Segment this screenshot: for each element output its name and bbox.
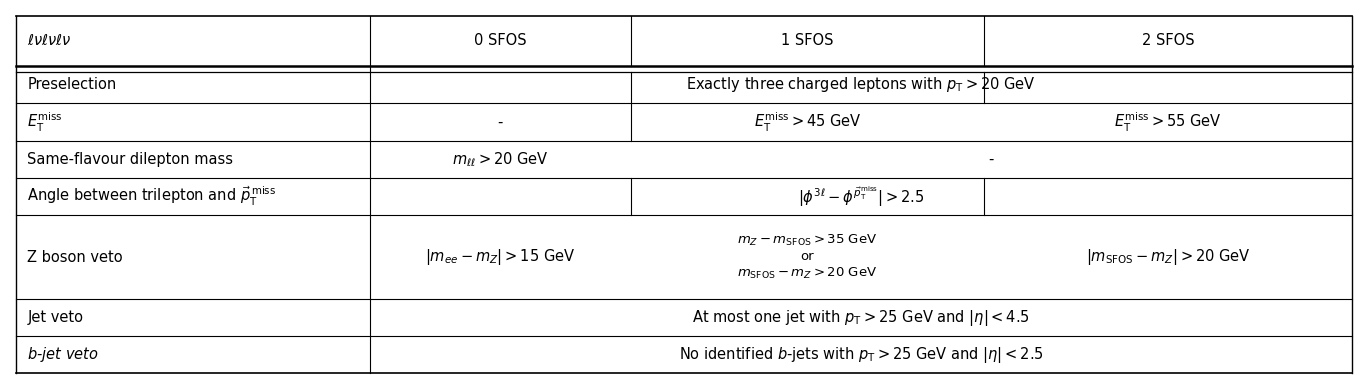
Text: 1 SFOS: 1 SFOS xyxy=(781,33,833,48)
Text: Z boson veto: Z boson veto xyxy=(27,250,123,265)
Text: Jet veto: Jet veto xyxy=(27,310,83,325)
Text: $|m_{ee} - m_Z| > 15$ GeV: $|m_{ee} - m_Z| > 15$ GeV xyxy=(425,247,576,267)
Text: $m_{\ell\ell} > 20$ GeV: $m_{\ell\ell} > 20$ GeV xyxy=(451,150,549,169)
Text: $|\phi^{3\ell} - \phi^{\vec{p}_{\mathrm{T}}^{\mathrm{miss}}}| > 2.5$: $|\phi^{3\ell} - \phi^{\vec{p}_{\mathrm{… xyxy=(798,184,923,209)
Text: $m_Z - m_{\mathrm{SFOS}} > 35$ GeV
or
$m_{\mathrm{SFOS}} - m_Z > 20$ GeV: $m_Z - m_{\mathrm{SFOS}} > 35$ GeV or $m… xyxy=(737,233,878,281)
Text: $|m_{\mathrm{SFOS}} - m_Z| > 20$ GeV: $|m_{\mathrm{SFOS}} - m_Z| > 20$ GeV xyxy=(1086,247,1250,267)
Text: -: - xyxy=(989,152,993,167)
Text: 0 SFOS: 0 SFOS xyxy=(475,33,527,48)
Text: At most one jet with $p_{\mathrm{T}} > 25$ GeV and $|\eta| < 4.5$: At most one jet with $p_{\mathrm{T}} > 2… xyxy=(692,308,1030,328)
Text: $\ell\nu\ell\nu\ell\nu$: $\ell\nu\ell\nu\ell\nu$ xyxy=(27,33,73,48)
Text: -: - xyxy=(498,115,503,130)
Text: $E_{\mathrm{T}}^{\mathrm{miss}}$: $E_{\mathrm{T}}^{\mathrm{miss}}$ xyxy=(27,110,63,134)
Text: No identified $b$-jets with $p_{\mathrm{T}} > 25$ GeV and $|\eta| < 2.5$: No identified $b$-jets with $p_{\mathrm{… xyxy=(679,345,1044,365)
Text: Preselection: Preselection xyxy=(27,77,116,92)
Text: Same-flavour dilepton mass: Same-flavour dilepton mass xyxy=(27,152,234,167)
Text: 2 SFOS: 2 SFOS xyxy=(1142,33,1194,48)
Text: $b$-jet veto: $b$-jet veto xyxy=(27,345,98,364)
Text: $E_{\mathrm{T}}^{\mathrm{miss}} > 55$ GeV: $E_{\mathrm{T}}^{\mathrm{miss}} > 55$ Ge… xyxy=(1114,110,1222,134)
Text: $E_{\mathrm{T}}^{\mathrm{miss}} > 45$ GeV: $E_{\mathrm{T}}^{\mathrm{miss}} > 45$ Ge… xyxy=(754,110,862,134)
Text: Exactly three charged leptons with $p_{\mathrm{T}} > 20$ GeV: Exactly three charged leptons with $p_{\… xyxy=(685,75,1036,94)
Text: Angle between trilepton and $\vec{p}_{\mathrm{T}}^{\,\mathrm{miss}}$: Angle between trilepton and $\vec{p}_{\m… xyxy=(27,185,276,208)
